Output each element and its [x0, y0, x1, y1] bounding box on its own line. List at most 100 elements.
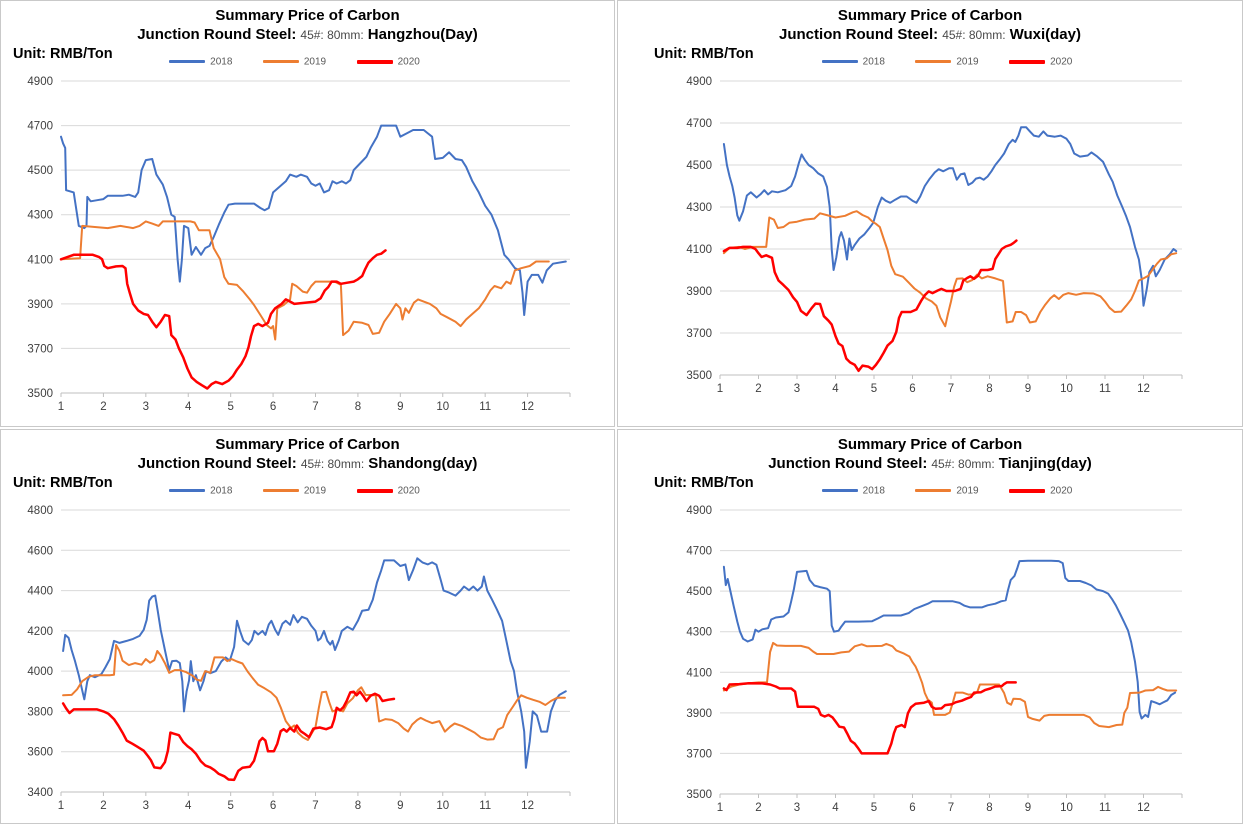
svg-text:10: 10	[436, 401, 449, 413]
svg-text:5: 5	[871, 802, 877, 814]
svg-text:11: 11	[479, 800, 491, 812]
chart-title-product: Junction Round Steel:	[768, 455, 928, 472]
legend-label-2020: 2020	[397, 485, 420, 497]
chart-title-line1: Summary Price of Carbon	[215, 7, 400, 24]
legend-swatch-2019	[262, 489, 299, 493]
svg-text:6: 6	[909, 383, 915, 395]
legend-label-2020: 2020	[1050, 56, 1073, 68]
svg-text:3800: 3800	[27, 706, 53, 718]
unit-label: Unit: RMB/Ton	[13, 475, 113, 491]
legend: 2018 2019 2020	[618, 53, 1242, 71]
chart-title-spec: 45#: 80mm:	[300, 457, 365, 471]
legend-label-2018: 2018	[210, 56, 233, 68]
legend-label-2019: 2019	[303, 485, 327, 497]
legend: 2018 2019 2020	[1, 53, 614, 71]
svg-text:2: 2	[100, 401, 106, 413]
legend-swatch-2018	[169, 60, 206, 64]
svg-text:9: 9	[1025, 802, 1031, 814]
svg-text:4100: 4100	[27, 254, 53, 266]
svg-text:4800: 4800	[27, 505, 53, 517]
chart-title-line1: Summary Price of Carbon	[837, 7, 1023, 24]
svg-text:4300: 4300	[27, 210, 53, 222]
chart-title-city: Wuxi(day)	[1009, 26, 1081, 43]
svg-text:4: 4	[185, 800, 192, 812]
svg-text:12: 12	[1137, 802, 1150, 814]
svg-text:4500: 4500	[686, 586, 712, 598]
svg-text:3600: 3600	[27, 747, 53, 759]
chart-title-city: Tianjing(day)	[998, 455, 1092, 472]
legend-label-2019: 2019	[956, 485, 979, 497]
svg-text:3700: 3700	[27, 343, 53, 355]
legend-label-2019: 2019	[956, 56, 979, 68]
svg-text:2: 2	[755, 802, 761, 814]
legend-item-2020: 2020	[1009, 482, 1072, 500]
chart-panel-wuxi: Summary Price of Carbon Junction Round S…	[617, 0, 1243, 427]
chart-meta-row: Unit: RMB/Ton 2018 2019 2020	[1, 474, 614, 498]
legend: 2018 2019 2020	[1, 482, 614, 500]
chart-title-spec: 45#: 80mm:	[942, 28, 1006, 42]
svg-text:4300: 4300	[686, 627, 712, 639]
legend-item-2019: 2019	[915, 482, 979, 500]
svg-text:9: 9	[397, 800, 403, 812]
svg-text:3900: 3900	[27, 299, 53, 311]
legend-item-2019: 2019	[262, 53, 326, 71]
svg-text:7: 7	[948, 383, 954, 395]
chart-title-spec: 45#: 80mm:	[931, 457, 995, 471]
svg-text:4: 4	[185, 401, 192, 413]
legend-label-2018: 2018	[862, 56, 885, 68]
chart-title-line2: Junction Round Steel: 45#: 80mm: Shandong(…	[1, 454, 614, 474]
svg-text:9: 9	[1025, 383, 1031, 395]
svg-text:7: 7	[312, 401, 318, 413]
legend-item-2019: 2019	[262, 482, 327, 500]
svg-text:12: 12	[521, 800, 534, 812]
svg-text:4900: 4900	[686, 76, 712, 88]
chart-meta-row: Unit: RMB/Ton 2018 2019 2020	[618, 474, 1242, 498]
legend-swatch-2020	[356, 488, 393, 493]
svg-text:4700: 4700	[686, 118, 712, 130]
svg-text:11: 11	[479, 401, 491, 413]
legend-swatch-2018	[821, 60, 858, 64]
legend-label-2020: 2020	[397, 56, 420, 68]
svg-text:3: 3	[794, 383, 800, 395]
svg-text:3500: 3500	[686, 370, 712, 382]
legend-swatch-2020	[356, 59, 393, 64]
chart-title-line1: Summary Price of Carbon	[837, 436, 1023, 453]
legend-label-2020: 2020	[1050, 485, 1073, 497]
svg-text:4500: 4500	[686, 160, 712, 172]
unit-label: Unit: RMB/Ton	[13, 46, 113, 62]
chart-title-line1: Summary Price of Carbon	[215, 436, 400, 453]
chart-title-city: Hangzhou(Day)	[367, 26, 478, 43]
svg-text:8: 8	[355, 800, 361, 812]
chart-title-product: Junction Round Steel:	[137, 455, 297, 472]
chart-title-spec: 45#: 80mm:	[300, 28, 364, 42]
legend-item-2019: 2019	[915, 53, 979, 71]
svg-text:4200: 4200	[27, 626, 53, 638]
chart-panel-hangzhou: Summary Price of Carbon Junction Round S…	[0, 0, 615, 427]
svg-text:1: 1	[58, 800, 64, 812]
svg-text:10: 10	[436, 800, 449, 812]
svg-text:3700: 3700	[686, 328, 712, 340]
svg-text:8: 8	[355, 401, 361, 413]
svg-text:12: 12	[521, 401, 534, 413]
legend-item-2020: 2020	[356, 53, 420, 71]
svg-text:4100: 4100	[686, 667, 712, 679]
svg-text:4900: 4900	[27, 76, 53, 88]
svg-text:4300: 4300	[686, 202, 712, 214]
svg-text:1: 1	[58, 401, 64, 413]
svg-text:1: 1	[717, 383, 723, 395]
svg-text:3400: 3400	[27, 787, 53, 799]
svg-text:4500: 4500	[27, 165, 53, 177]
svg-text:4900: 4900	[686, 505, 712, 517]
legend-item-2018: 2018	[169, 53, 232, 71]
legend-swatch-2020	[1009, 488, 1046, 493]
svg-text:1: 1	[717, 802, 723, 814]
svg-text:4: 4	[832, 802, 839, 814]
svg-text:9: 9	[397, 401, 403, 413]
legend-swatch-2020	[1009, 59, 1046, 64]
svg-text:3: 3	[143, 800, 149, 812]
chart-title-product: Junction Round Steel:	[137, 26, 297, 43]
chart-meta-row: Unit: RMB/Ton 2018 2019 2020	[1, 45, 614, 69]
